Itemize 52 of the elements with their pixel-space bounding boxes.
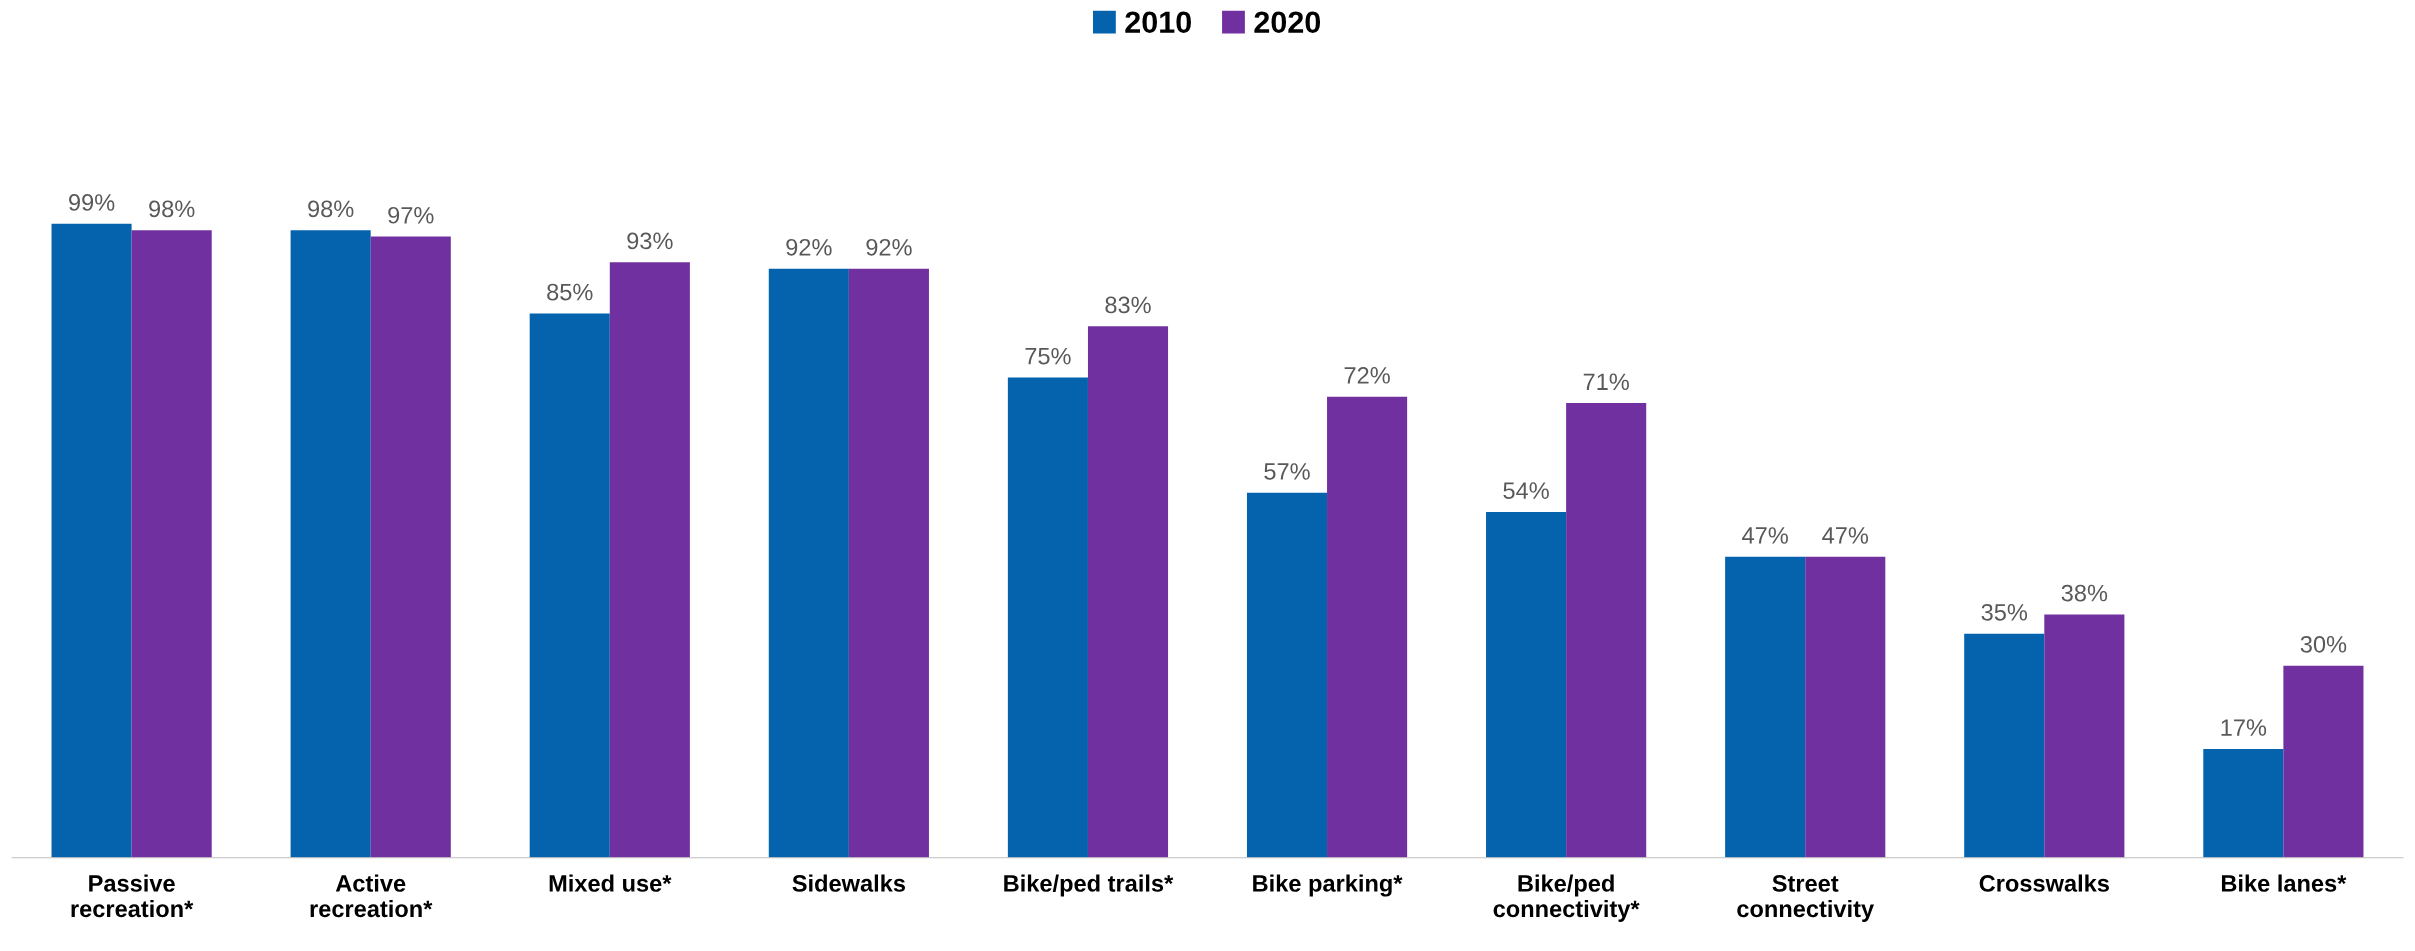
x-tick-label: Passive recreation* — [71, 874, 194, 918]
data-label: 97% — [388, 206, 434, 224]
data-label: 35% — [1981, 603, 2028, 621]
data-label: 92% — [866, 238, 912, 256]
data-label: 83% — [1105, 296, 1151, 314]
bar — [1007, 377, 1088, 858]
bar — [1566, 403, 1647, 858]
bar — [2044, 614, 2125, 858]
bar — [1327, 396, 1408, 858]
x-tick-label: Mixed use* — [549, 874, 672, 892]
bar — [768, 268, 849, 858]
data-label: 72% — [1344, 366, 1390, 384]
data-label: 38% — [2061, 584, 2108, 602]
x-tick-label: Bike/ped connectivity* — [1493, 874, 1640, 922]
data-label: 98% — [308, 200, 354, 218]
data-label: 17% — [2221, 719, 2267, 736]
data-label: 30% — [2300, 635, 2347, 653]
data-label: 47% — [1742, 527, 1788, 544]
data-label: 98% — [149, 200, 195, 218]
x-tick-label: Active recreation* — [310, 874, 433, 918]
x-tick-label: Bike parking* — [1253, 874, 1403, 897]
bar — [131, 230, 212, 858]
bar — [2203, 748, 2284, 858]
bar — [848, 268, 929, 858]
data-label: 92% — [786, 238, 832, 256]
bar — [609, 262, 690, 858]
data-label: 99% — [69, 194, 115, 211]
bar — [1964, 633, 2045, 858]
bar — [529, 313, 610, 858]
bar — [51, 223, 132, 858]
data-label: 93% — [627, 232, 673, 250]
bar — [1725, 556, 1806, 858]
x-tick-label: Crosswalks — [1979, 874, 2109, 892]
legend-label: 2010 — [1125, 11, 1191, 34]
x-tick-label: Bike/ped trails* — [1004, 874, 1174, 897]
bar — [1805, 556, 1886, 858]
data-label: 75% — [1025, 347, 1071, 365]
x-tick-label: Street connectivity — [1737, 875, 1874, 922]
data-label: 54% — [1503, 482, 1549, 499]
data-label: 85% — [547, 283, 593, 301]
x-tick-label: Bike lanes* — [2221, 874, 2347, 892]
x-tick-label: Sidewalks — [792, 874, 905, 892]
bar — [370, 236, 451, 858]
bar — [2283, 665, 2364, 858]
legend-label: 2020 — [1254, 11, 1321, 34]
bar — [290, 230, 371, 858]
data-label: 57% — [1264, 463, 1310, 480]
bar — [1486, 511, 1567, 858]
bar — [1087, 326, 1169, 858]
data-label: 71% — [1583, 373, 1629, 391]
bar — [1246, 492, 1328, 858]
data-label: 47% — [1822, 527, 1869, 544]
